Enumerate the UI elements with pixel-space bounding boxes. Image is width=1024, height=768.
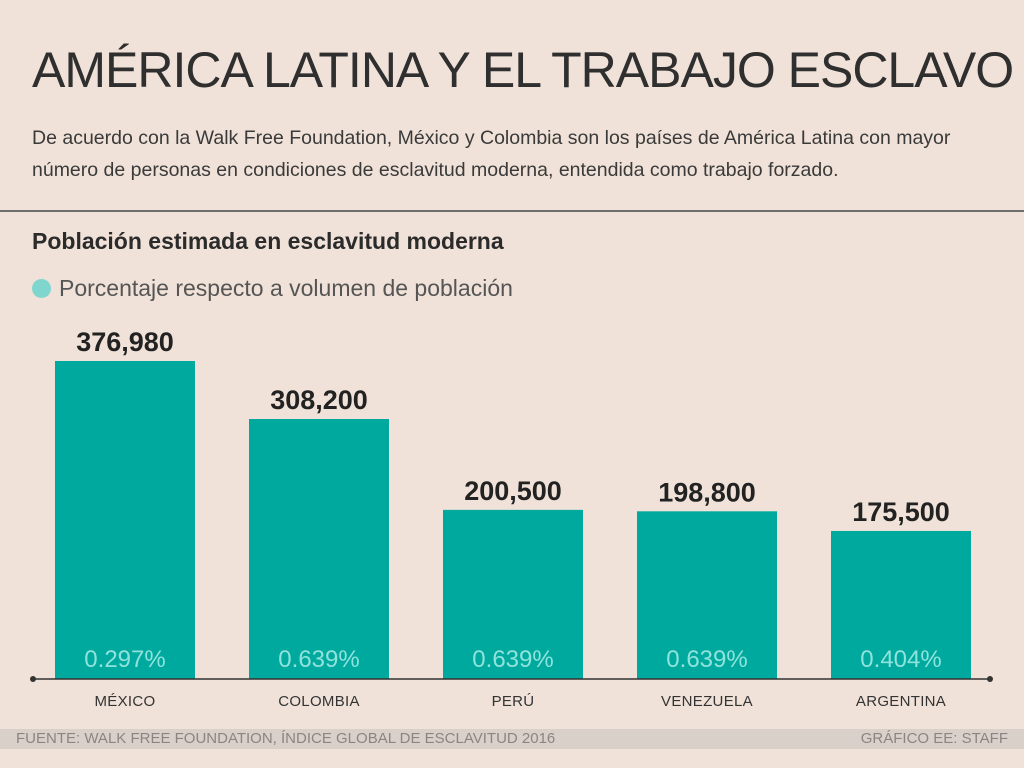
chart-title: Población estimada en esclavitud moderna: [32, 228, 504, 254]
category-label: VENEZUELA: [661, 693, 753, 710]
source-note: FUENTE: WALK FREE FOUNDATION, ÍNDICE GLO…: [16, 730, 556, 747]
bar-group: 376,980 0.297% MÉXICO 308,200 0.639% COLOMBIA…: [55, 327, 971, 710]
legend-dot-icon: [32, 278, 51, 298]
bar-percent-label: 0.639%: [472, 646, 553, 673]
category-label: PERÚ: [492, 693, 535, 710]
bar-colombia: [249, 419, 389, 679]
category-label: COLOMBIA: [278, 693, 360, 710]
bar-value-label: 308,200: [270, 385, 368, 415]
bar-value-label: 198,800: [658, 477, 756, 507]
bar-value-label: 200,500: [464, 476, 562, 506]
bar-perú: [443, 509, 583, 679]
category-label: ARGENTINA: [856, 693, 946, 710]
header-divider: [0, 210, 1024, 212]
category-label: MÉXICO: [95, 693, 156, 710]
page-subtitle: De acuerdo con la Walk Free Foundation, …: [32, 127, 951, 181]
bar-value-label: 376,980: [76, 327, 174, 357]
bar-percent-label: 0.639%: [666, 646, 747, 673]
bar-argentina: [831, 530, 971, 679]
baseline-left-dot-icon: [30, 676, 36, 682]
bar-percent-label: 0.639%: [278, 646, 359, 673]
bar-value-label: 175,500: [852, 497, 950, 527]
bar-venezuela: [637, 511, 777, 679]
bar-chart: 376,980 0.297% MÉXICO 308,200 0.639% COLOMBIA…: [30, 327, 993, 710]
footer-bar: [0, 729, 1024, 749]
credit-note: GRÁFICO EE: STAFF: [860, 730, 1008, 747]
bar-percent-label: 0.297%: [84, 646, 165, 673]
page-title: AMÉRICA LATINA Y EL TRABAJO ESCLAVO: [32, 42, 1014, 98]
bar-méxico: [55, 361, 195, 679]
legend: Porcentaje respecto a volumen de poblaci…: [32, 272, 513, 304]
legend-label: Porcentaje respecto a volumen de poblaci…: [59, 274, 513, 301]
baseline-right-dot-icon: [987, 676, 993, 682]
bar-percent-label: 0.404%: [860, 646, 941, 673]
